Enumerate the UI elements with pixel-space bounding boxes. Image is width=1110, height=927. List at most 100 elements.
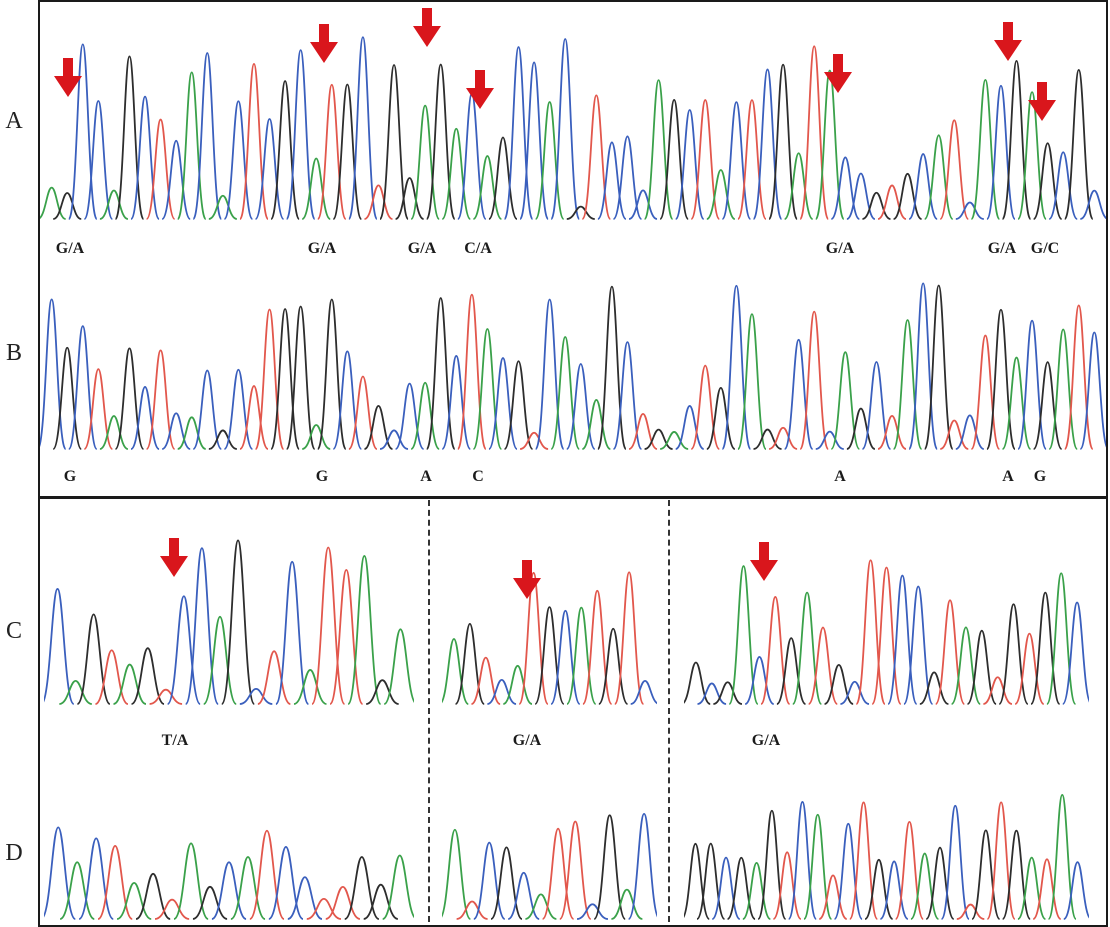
trace-peak	[239, 63, 269, 220]
trace-peak	[410, 104, 441, 220]
trace-peak	[365, 679, 399, 705]
trace-peak	[833, 822, 863, 920]
trace-peak	[830, 351, 861, 450]
trace-peak	[955, 201, 985, 220]
trace-peak	[472, 841, 506, 920]
trace-peak	[597, 285, 627, 450]
trace-peak	[925, 846, 955, 920]
arrow-down-icon	[1028, 82, 1056, 121]
trace-peak	[114, 55, 145, 220]
trace-peak	[783, 338, 814, 450]
trace-peak	[908, 153, 939, 220]
trace-peak	[270, 308, 300, 450]
chromatogram-d-segment-3	[684, 793, 1089, 920]
trace-peak	[558, 820, 592, 920]
trace-peak	[983, 676, 1013, 705]
trace-peak	[879, 860, 909, 920]
trace-peak	[1063, 69, 1094, 220]
row-label-a: A	[5, 108, 23, 134]
trace-peak	[939, 119, 970, 220]
trace-peak	[566, 606, 597, 705]
trace-peak	[966, 629, 997, 705]
trace-peak	[192, 885, 228, 920]
trace-peak	[893, 172, 923, 220]
arrow-down-icon	[824, 54, 852, 93]
trace-peak	[611, 888, 643, 920]
trace-peak	[311, 546, 346, 705]
trace-peak	[612, 341, 643, 450]
trace-peak	[892, 319, 923, 450]
trace-peak	[161, 139, 192, 220]
trace-peak	[659, 99, 690, 220]
trace-peak	[325, 885, 361, 920]
trace-peak	[612, 135, 643, 220]
trace-peak	[737, 313, 767, 450]
call-c-3: G/A	[751, 732, 781, 749]
trace-peak	[99, 189, 129, 220]
trace-peak	[939, 419, 969, 450]
trace-peak	[697, 682, 727, 705]
trace-peak	[208, 194, 238, 220]
trace-peak	[381, 854, 414, 920]
trace-peak	[684, 661, 711, 705]
trace-peak	[270, 80, 300, 220]
trace-peak	[130, 386, 160, 450]
trace-peak	[230, 856, 266, 920]
trace-peak	[690, 364, 721, 450]
trace-peak	[301, 157, 332, 220]
trace-peak	[630, 679, 657, 705]
trace-peak	[815, 430, 845, 450]
trace-peak	[970, 334, 1001, 450]
chromatogram-d-segment-1	[44, 826, 414, 920]
trace-peak	[344, 856, 380, 920]
trace-peak	[223, 100, 254, 220]
call-c-2: G/A	[512, 732, 542, 749]
trace-peak	[581, 399, 612, 450]
trace-peak	[818, 874, 848, 920]
trace-peak	[768, 426, 798, 450]
trace-peak	[1032, 858, 1062, 920]
trace-peak	[576, 903, 609, 920]
trace-peak	[166, 595, 201, 705]
trace-peak	[83, 368, 114, 450]
trace-peak	[711, 856, 741, 920]
trace-peak	[364, 184, 393, 220]
trace-peak	[753, 428, 782, 450]
trace-peak	[871, 566, 902, 705]
trace-peak	[550, 38, 581, 220]
call-a-4: C/A	[464, 240, 492, 257]
trace-peak	[757, 809, 787, 920]
trace-peak	[768, 63, 798, 220]
trace-peak	[752, 68, 783, 220]
trace-peak	[814, 69, 845, 220]
trace-peak	[379, 64, 409, 220]
call-b-6: A	[1002, 468, 1014, 485]
trace-peak	[864, 858, 894, 920]
trace-peak	[316, 83, 347, 220]
chromatogram-c-segment-3	[684, 559, 1089, 705]
trace-peak	[1047, 793, 1077, 920]
trace-peak	[1030, 591, 1061, 705]
trace-peak	[329, 568, 364, 705]
trace-peak	[955, 414, 985, 450]
trace-peak	[525, 893, 557, 920]
trace-peak	[472, 328, 503, 450]
trace-peak	[970, 78, 1001, 220]
trace-peak	[1017, 856, 1047, 920]
call-b-1: G	[63, 468, 77, 485]
trace-peak	[887, 574, 918, 705]
arrow-down-icon	[54, 58, 82, 97]
trace-peak	[285, 305, 316, 450]
trace-peak	[726, 856, 756, 920]
trace-peak	[737, 99, 767, 220]
trace-peak	[76, 613, 111, 705]
call-a-5: G/A	[825, 240, 855, 257]
trace-peak	[442, 828, 472, 920]
trace-peak	[184, 547, 220, 705]
chromatogram-c-segment-1	[44, 539, 414, 705]
trace-peak	[1048, 328, 1079, 450]
trace-peak	[597, 627, 629, 705]
trace-peak	[78, 837, 115, 920]
trace-peak	[99, 415, 129, 450]
trace-peak	[986, 801, 1016, 920]
